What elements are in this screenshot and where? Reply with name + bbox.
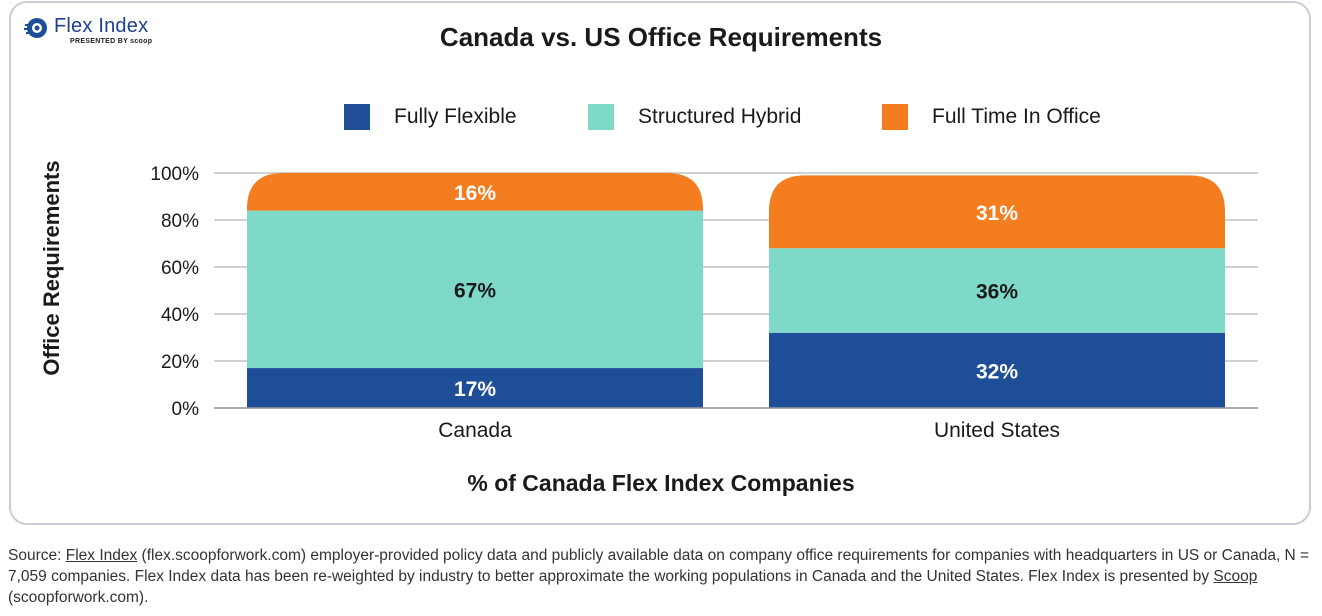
data-label-united-states-fully-flexible: 32% [976, 360, 1018, 383]
y-tick-label-100pct: 100% [150, 164, 199, 185]
bar-canada-full-time-in-office [247, 173, 703, 211]
legend-swatch-structured-hybrid [588, 104, 614, 130]
y-tick-label-80pct: 80% [161, 211, 199, 232]
bar-canada-structured-hybrid [247, 210, 703, 369]
y-tick-label-60pct: 60% [161, 258, 199, 279]
legend-item-structured-hybrid: Structured Hybrid [588, 104, 801, 130]
bar-canada-fully-flexible [247, 368, 703, 408]
source-prefix: Source: [8, 547, 66, 564]
y-tick-label-0pct: 0% [172, 399, 200, 420]
x-tick-label-canada: Canada [438, 419, 512, 442]
x-tick-label-united-states: United States [934, 419, 1060, 442]
logo-subtitle: PRESENTED BY scoop [70, 38, 153, 45]
source-text-2: (scoopforwork.com). [8, 589, 149, 606]
data-label-canada-fully-flexible: 17% [454, 378, 496, 401]
legend-label-structured-hybrid: Structured Hybrid [638, 105, 802, 128]
bar-united-states-full-time-in-office [769, 175, 1225, 249]
legend-item-full-time-in-office: Full Time In Office [882, 104, 1101, 130]
source-text-1: (flex.scoopforwork.com) employer-provide… [8, 547, 1310, 585]
bar-united-states-structured-hybrid [769, 248, 1225, 333]
y-tick-label-20pct: 20% [161, 352, 199, 373]
data-label-united-states-structured-hybrid: 36% [976, 281, 1018, 304]
source-link-scoop[interactable]: Scoop [1213, 568, 1258, 585]
flex-index-logo-icon [24, 18, 47, 38]
data-label-canada-full-time-in-office: 16% [454, 182, 496, 205]
source-note: Source: Flex Index (flex.scoopforwork.co… [8, 545, 1314, 608]
legend-item-fully-flexible: Fully Flexible [344, 104, 517, 130]
data-label-canada-structured-hybrid: 67% [454, 279, 496, 302]
bar-united-states-fully-flexible [769, 332, 1225, 408]
x-axis-label: % of Canada Flex Index Companies [467, 470, 855, 496]
legend-swatch-full-time-in-office [882, 104, 908, 130]
logo-name: Flex Index [54, 15, 149, 37]
flex-index-logo: Flex Index PRESENTED BY scoop [24, 16, 152, 45]
legend-swatch-fully-flexible [344, 104, 370, 130]
data-label-united-states-full-time-in-office: 31% [976, 202, 1018, 225]
chart-legend: Fully Flexible Structured Hybrid Full Ti… [0, 104, 1322, 134]
legend-label-full-time-in-office: Full Time In Office [932, 105, 1101, 128]
y-tick-label-40pct: 40% [161, 305, 199, 326]
legend-label-fully-flexible: Fully Flexible [394, 105, 517, 128]
chart-title: Canada vs. US Office Requirements [439, 22, 883, 52]
source-link-flex-index[interactable]: Flex Index [65, 547, 138, 564]
